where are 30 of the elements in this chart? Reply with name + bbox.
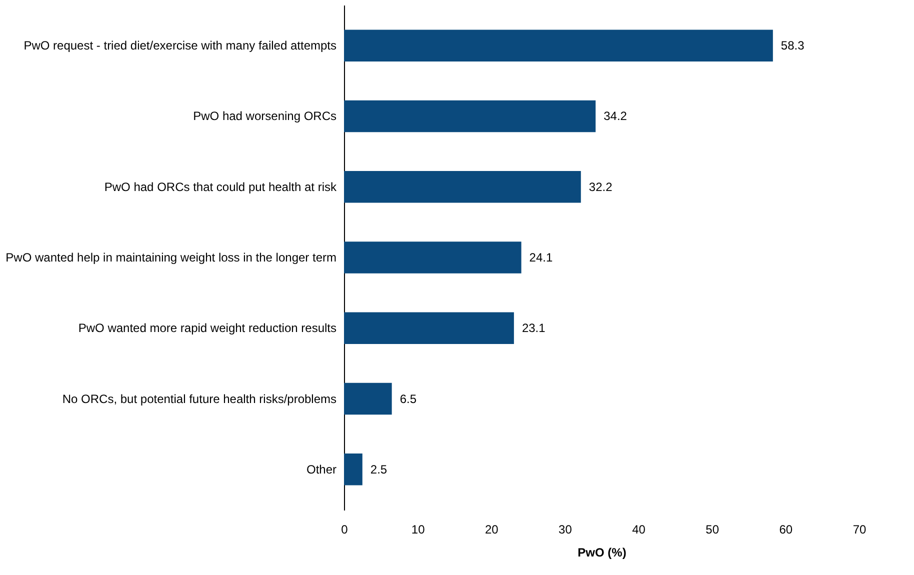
data-label: 58.3 (780, 38, 805, 53)
bar (344, 312, 514, 344)
bar (344, 30, 773, 62)
x-tick-label: 10 (411, 522, 426, 536)
x-tick-label: 20 (484, 522, 499, 536)
bar (344, 170, 581, 203)
data-label: 6.5 (400, 392, 417, 406)
x-axis-title: PwO (%) (578, 546, 626, 560)
x-tick-label: 40 (632, 522, 646, 536)
y-tick-label: Other (306, 462, 336, 476)
data-label: 24.1 (529, 250, 553, 264)
y-tick-label: PwO wanted help in maintaining weight loss in the longer term (6, 250, 337, 264)
data-label: 32.2 (588, 180, 613, 194)
x-tick-label: 70 (852, 522, 866, 536)
y-tick-label: PwO request - tried diet/exercise with many failed attempts (24, 38, 336, 53)
x-tick-label: 0 (341, 522, 348, 536)
x-tick-label: 50 (706, 522, 720, 536)
data-label: 2.5 (370, 462, 388, 476)
y-tick-label: PwO wanted more rapid weight reduction results (78, 321, 336, 336)
data-label: 34.2 (604, 109, 628, 124)
bar (344, 453, 362, 486)
y-tick-label: PwO had ORCs that could put health at risk (104, 180, 338, 194)
data-label: 23.1 (522, 321, 546, 336)
y-tick-label: PwO had worsening ORCs (193, 109, 336, 124)
x-tick-label: 60 (779, 522, 793, 536)
y-tick-label: No ORCs, but potential future health risks/problems (62, 392, 336, 406)
x-tick-label: 30 (558, 522, 572, 536)
bar (344, 382, 392, 415)
bar (344, 242, 522, 274)
bar (344, 100, 596, 132)
